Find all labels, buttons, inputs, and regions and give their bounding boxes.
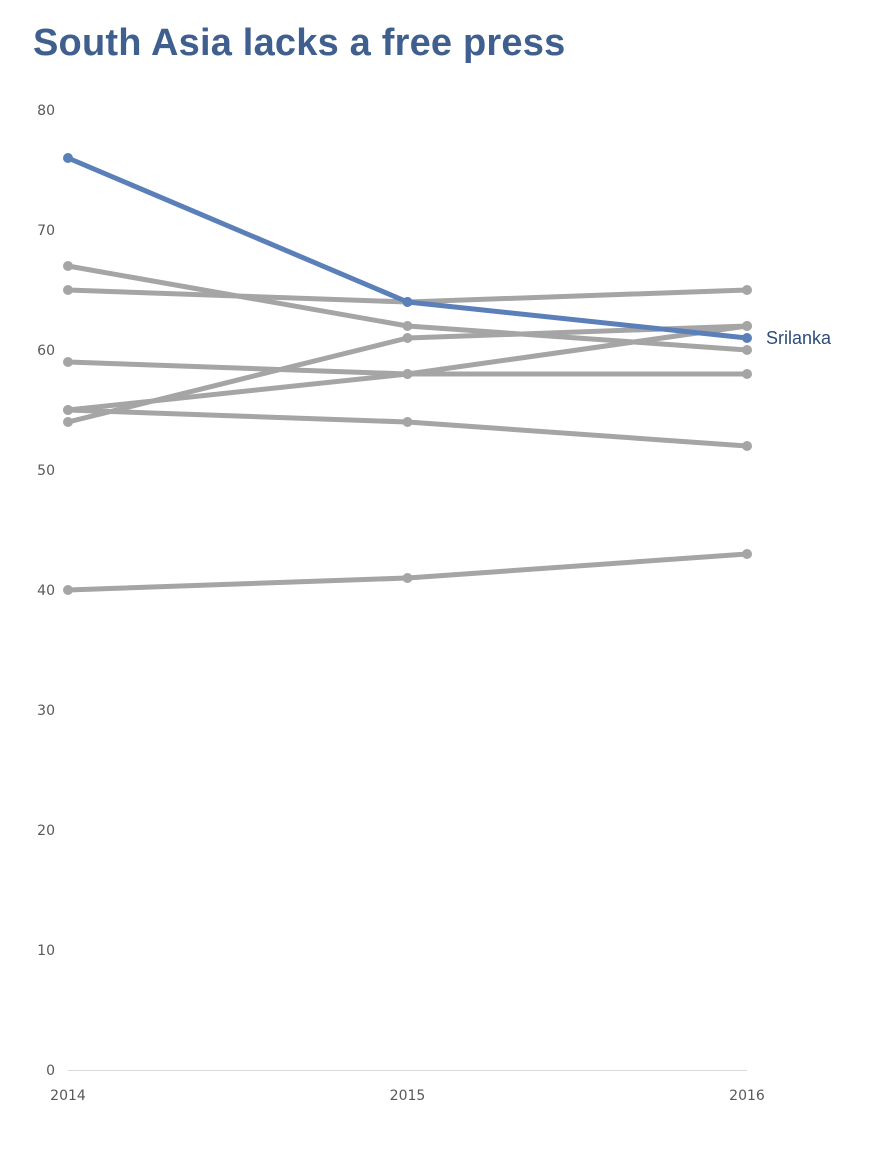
y-tick-label: 60 — [37, 343, 55, 359]
y-tick-label: 20 — [37, 823, 55, 839]
y-tick-label: 30 — [37, 703, 55, 719]
data-point — [402, 321, 413, 331]
data-point — [742, 549, 752, 559]
y-tick-label: 10 — [37, 943, 55, 959]
data-point — [63, 357, 73, 367]
data-point — [63, 405, 73, 415]
data-point — [742, 345, 752, 355]
x-tick-label: 2016 — [729, 1088, 765, 1104]
highlight-data-point — [402, 297, 413, 307]
highlighted-series — [63, 153, 752, 343]
data-point — [63, 417, 73, 427]
x-tick-label: 2015 — [390, 1088, 426, 1104]
y-axis-ticks: 0 10 20 30 40 50 60 70 80 — [37, 103, 55, 1079]
data-point — [63, 585, 73, 595]
data-point — [402, 417, 413, 427]
other-country-series — [63, 261, 752, 595]
data-point — [63, 285, 73, 295]
data-point — [742, 441, 752, 451]
series-end-label: Srilanka — [766, 328, 832, 348]
x-axis-ticks: 2014 2015 2016 — [50, 1088, 765, 1104]
y-tick-label: 40 — [37, 583, 55, 599]
data-point — [742, 285, 752, 295]
data-point — [402, 573, 413, 583]
series-line — [65, 551, 750, 593]
data-point — [402, 369, 413, 379]
data-point — [63, 261, 73, 271]
series-line — [65, 407, 750, 449]
y-tick-label: 70 — [37, 223, 55, 239]
chart-title: South Asia lacks a free press — [33, 22, 566, 64]
series-labels: Srilanka — [766, 328, 832, 348]
data-point — [742, 321, 752, 331]
data-point — [402, 333, 413, 343]
highlight-data-point — [742, 333, 752, 343]
highlight-series-line — [65, 155, 750, 341]
y-tick-label: 80 — [37, 103, 55, 119]
y-tick-label: 0 — [46, 1063, 55, 1079]
highlight-data-point — [63, 153, 73, 163]
data-point — [742, 369, 752, 379]
x-tick-label: 2014 — [50, 1088, 86, 1104]
y-tick-label: 50 — [37, 463, 55, 479]
